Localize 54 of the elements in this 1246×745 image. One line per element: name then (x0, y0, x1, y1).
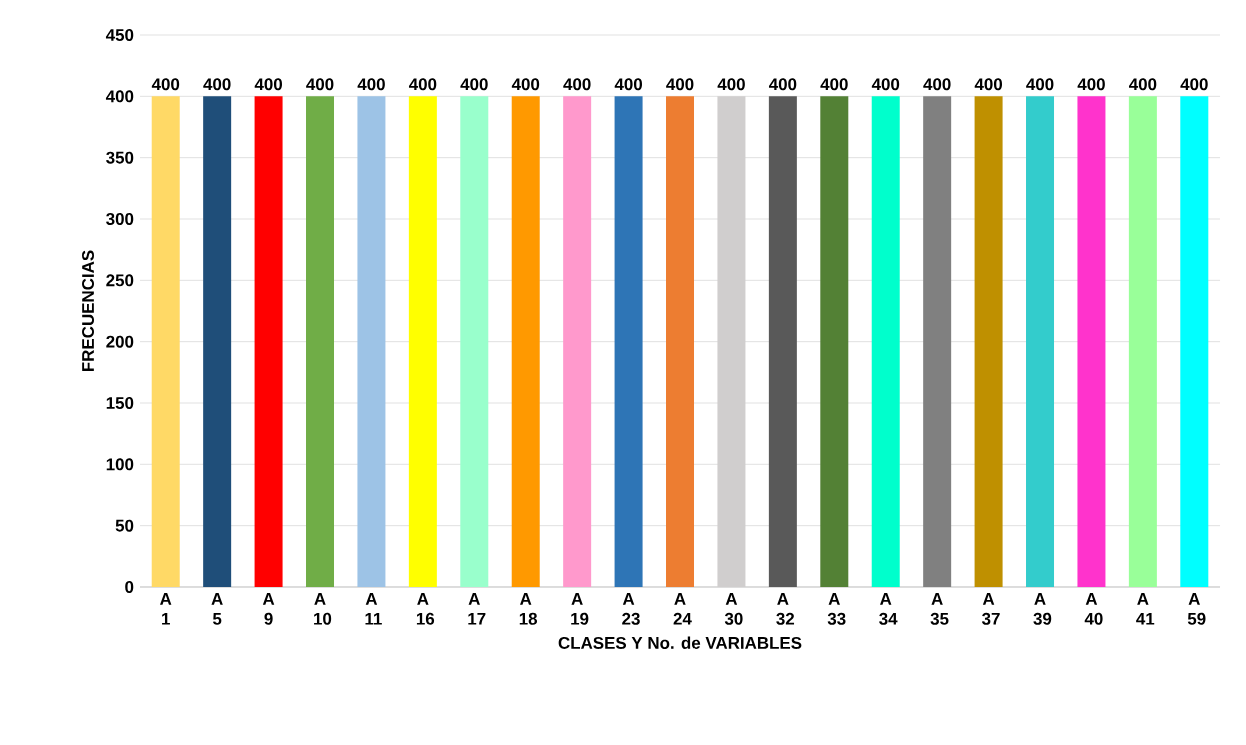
y-tick-label: 400 (105, 90, 134, 103)
x-tick-label: A 35 (930, 593, 949, 625)
y-tick-label: 450 (105, 29, 134, 41)
data-label: 400 (511, 78, 540, 91)
data-label: 400 (306, 78, 334, 91)
x-tick-label: A 32 (776, 593, 795, 625)
x-tick-label: A 17 (468, 593, 486, 625)
y-tick-label: 300 (106, 213, 134, 225)
y-tick-label: 350 (106, 151, 134, 164)
y-tick-label: 150 (106, 397, 134, 409)
data-label: 400 (614, 78, 642, 91)
x-tick-label: A 33 (827, 593, 846, 625)
y-tick-label: 100 (106, 458, 134, 471)
x-tick-label: A 59 (1187, 593, 1206, 625)
x-tick-label: A 11 (365, 593, 382, 625)
x-tick-label: A 24 (673, 593, 692, 625)
data-label: 400 (254, 78, 282, 91)
x-tick-label: A 10 (314, 593, 332, 625)
y-axis-title: FRECUENCIAS (82, 250, 94, 372)
data-label: 400 (1026, 78, 1054, 91)
y-tick-label: 0 (125, 581, 134, 593)
y-tick-label: 250 (106, 274, 134, 287)
y-tick-label: 50 (115, 519, 134, 532)
data-label: 400 (768, 78, 797, 91)
data-label: 400 (871, 78, 900, 91)
x-tick-label: A 30 (724, 593, 743, 625)
data-label: 400 (666, 78, 694, 91)
x-tick-label: A 16 (416, 593, 435, 625)
x-tick-label: A 34 (879, 593, 898, 625)
data-label: 400 (1077, 78, 1105, 91)
x-tick-label: A 19 (571, 593, 589, 625)
x-tick-label: A 37 (981, 593, 1000, 625)
data-label: 400 (563, 78, 591, 91)
data-label: 400 (820, 78, 848, 91)
x-tick-label: A 41 (1136, 593, 1155, 625)
data-label: 400 (1180, 78, 1208, 91)
x-tick-label: A 39 (1033, 593, 1052, 625)
y-tick-label: 200 (106, 335, 134, 348)
x-tick-label: A 1 (160, 593, 172, 625)
x-tick-label: A 23 (622, 593, 640, 625)
data-label: 400 (151, 78, 180, 91)
data-label: 400 (1128, 78, 1157, 91)
data-label: 400 (923, 78, 951, 91)
x-tick-label: A 40 (1084, 593, 1103, 625)
data-label: 400 (460, 78, 488, 91)
data-label: 400 (408, 78, 437, 91)
data-label: 400 (974, 78, 1003, 91)
data-label: 400 (357, 78, 385, 91)
x-tick-label: A 9 (262, 593, 275, 625)
x-tick-label: A 5 (211, 593, 223, 625)
x-tick-label: A 18 (519, 593, 538, 625)
data-label: 400 (717, 78, 745, 91)
x-axis-title: CLASES Y No. de VARIABLES (558, 636, 802, 649)
data-label: 400 (203, 78, 231, 91)
